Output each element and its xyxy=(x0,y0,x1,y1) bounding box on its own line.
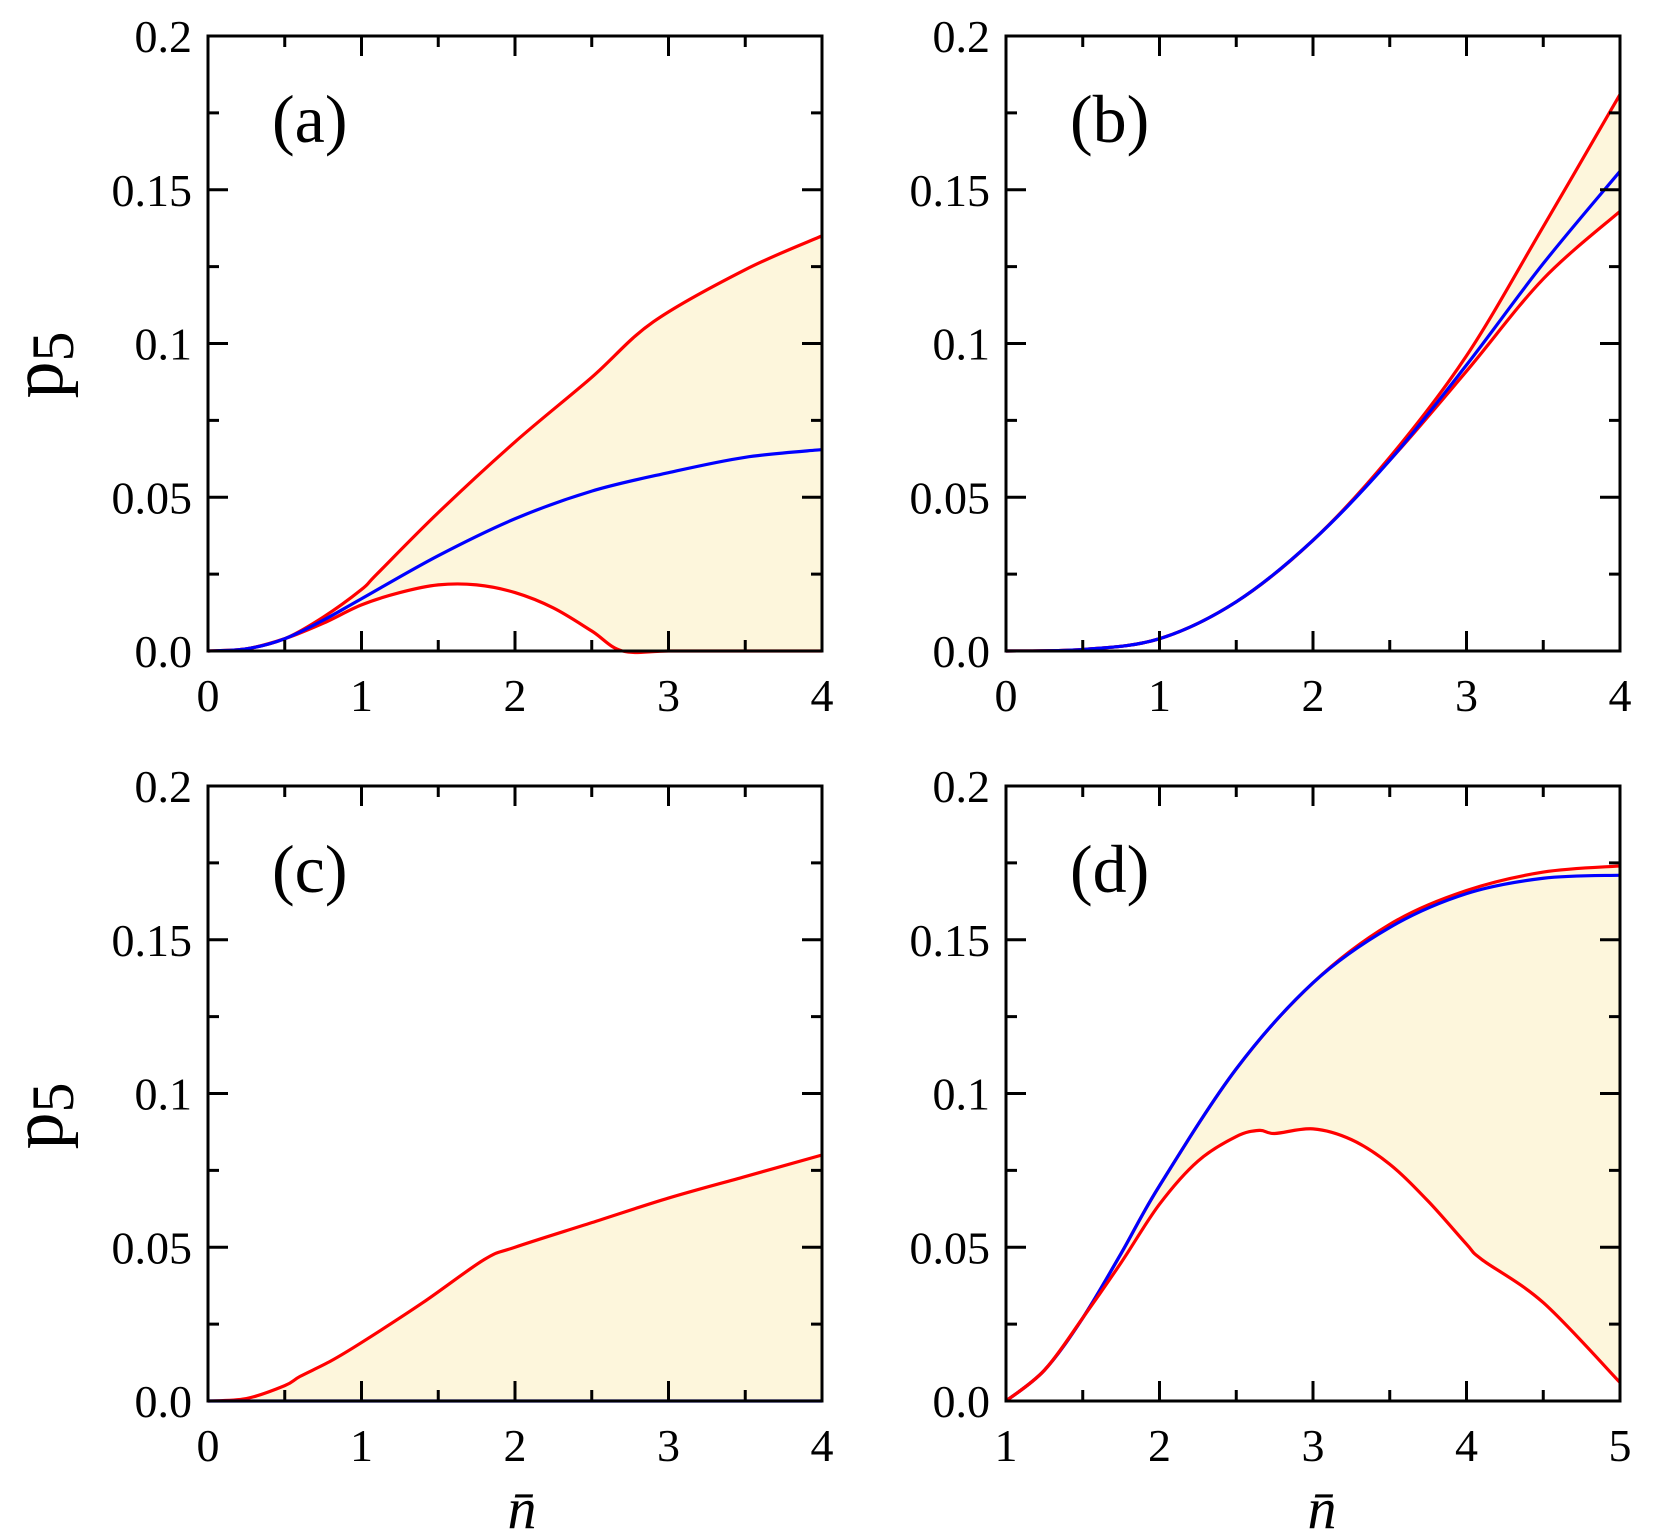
shaded-region-c xyxy=(208,1155,822,1401)
y-tick-label-a: 0.0 xyxy=(135,626,193,677)
y-tick-label-b: 0.05 xyxy=(910,472,991,523)
x-tick-label-b: 1 xyxy=(1148,670,1171,721)
x-tick-label-a: 3 xyxy=(657,670,680,721)
x-tick-label-d: 5 xyxy=(1609,1420,1632,1471)
x-tick-label-b: 0 xyxy=(995,670,1018,721)
y-tick-label-a: 0.15 xyxy=(112,165,193,216)
series-middle-line-b xyxy=(1005,170,1622,653)
series-upper-line-b xyxy=(1005,93,1622,653)
panel-label-d: (d) xyxy=(1070,831,1149,907)
x-tick-label-a: 0 xyxy=(197,670,220,721)
x-tick-label-c: 3 xyxy=(657,1420,680,1471)
panel-d: 1 2 3 4 5 0.0 0.05 0.1 0.15 0.2 (d) xyxy=(910,761,1632,1471)
y-tick-label-d: 0.05 xyxy=(910,1222,991,1273)
y-tick-label-a: 0.2 xyxy=(135,11,193,62)
y-tick-label-d: 0.0 xyxy=(933,1376,991,1427)
y-tick-label-d: 0.2 xyxy=(933,761,991,812)
y-tick-label-b: 0.1 xyxy=(933,319,991,370)
y-tick-label-c: 0.0 xyxy=(135,1376,193,1427)
y-tick-label-a: 0.1 xyxy=(135,319,193,370)
x-tick-label-d: 2 xyxy=(1148,1420,1171,1471)
x-tick-label-d: 1 xyxy=(995,1420,1018,1471)
panel-label-c: (c) xyxy=(272,831,347,907)
y-tick-label-b: 0.2 xyxy=(933,11,991,62)
panel-c: 0 1 2 3 4 0.0 0.05 0.1 0.15 0.2 (c) xyxy=(112,761,834,1471)
y-tick-label-c: 0.1 xyxy=(135,1069,193,1120)
x-tick-label-a: 2 xyxy=(504,670,527,721)
y-tick-label-c: 0.05 xyxy=(112,1222,193,1273)
y-tick-label-c: 0.15 xyxy=(112,915,193,966)
x-tick-label-d: 4 xyxy=(1455,1420,1478,1471)
y-tick-label-a: 0.05 xyxy=(112,472,193,523)
series-middle-line-a xyxy=(207,447,823,653)
panels: 0 1 2 3 40.00.050.10.150.2(a)0 1 2 3 40.00.050.1… xyxy=(112,11,1632,1471)
x-tick-label-c: 4 xyxy=(811,1420,834,1471)
x-tick-label-b: 3 xyxy=(1455,670,1478,721)
y-axis-label-bottom: p5 xyxy=(0,1083,86,1150)
y-tick-label-d: 0.15 xyxy=(910,915,991,966)
series-upper-line-c xyxy=(207,1153,823,1403)
panel-label-b: (b) xyxy=(1070,81,1149,157)
panel-b: 0 1 2 3 4 0.0 0.05 0.1 0.15 0.2 (b) xyxy=(910,11,1632,721)
x-tick-label-c: 1 xyxy=(350,1420,373,1471)
x-tick-label-d: 3 xyxy=(1302,1420,1325,1471)
shaded-region-b xyxy=(1006,94,1620,652)
panel-label-a: (a) xyxy=(272,81,347,157)
x-tick-label-b: 4 xyxy=(1609,670,1632,721)
y-tick-label-b: 0.15 xyxy=(910,165,991,216)
y-tick-label-d: 0.1 xyxy=(933,1069,991,1120)
x-tick-label-a: 1 xyxy=(350,670,373,721)
x-tick-label-a: 4 xyxy=(811,670,834,721)
panel-a: 0 1 2 3 4 0.0 0.05 0.1 0.15 0.2 (a) xyxy=(112,11,834,721)
y-tick-label-b: 0.0 xyxy=(933,626,991,677)
y-axis-label-top: p5 xyxy=(0,332,86,399)
shaded-region-d xyxy=(1006,865,1620,1401)
y-tick-label-c: 0.2 xyxy=(135,761,193,812)
series-lower-line-d xyxy=(1005,1127,1622,1403)
x-tick-label-b: 2 xyxy=(1302,670,1325,721)
x-axis-label-right: n̄ xyxy=(1308,1476,1337,1538)
x-tick-label-c: 2 xyxy=(504,1420,527,1471)
x-tick-label-c: 0 xyxy=(197,1420,220,1471)
x-axis-label-left: n̄ xyxy=(508,1476,537,1538)
